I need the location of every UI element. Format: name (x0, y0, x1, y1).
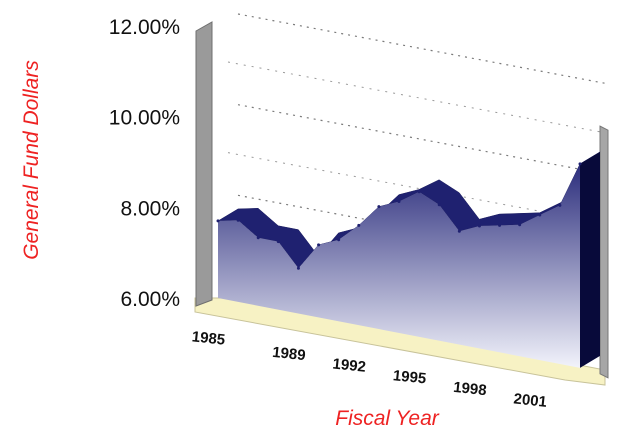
chart-walls (195, 21, 609, 379)
x-tick-label: 1992 (332, 355, 367, 375)
gridline (237, 13, 609, 85)
y-axis-ticks: 6.00% 8.00% 10.00% 12.00% (109, 16, 180, 311)
left-wall (195, 21, 213, 307)
data-point (437, 203, 441, 207)
y-tick-label: 8.00% (120, 197, 180, 220)
data-point (377, 205, 381, 209)
data-point (417, 190, 421, 194)
data-point (216, 219, 220, 223)
data-point (578, 162, 582, 166)
data-point (538, 213, 542, 217)
y-tick-label: 10.00% (109, 107, 180, 130)
data-point (256, 236, 260, 240)
data-point (518, 223, 522, 227)
y-tick-label: 6.00% (120, 288, 180, 311)
x-axis-title: Fiscal Year (335, 407, 439, 430)
gridline (227, 61, 601, 133)
right-wall (599, 125, 609, 379)
data-point (498, 223, 502, 227)
data-area-series (216, 151, 601, 368)
x-tick-label: 1995 (392, 367, 427, 387)
data-point (296, 266, 300, 270)
data-point (337, 238, 341, 242)
x-axis-ticks: 1985 1989 1992 1995 1998 2001 (191, 328, 548, 410)
y-axis-title: General Fund Dollars (20, 60, 43, 260)
x-tick-label: 1989 (271, 344, 306, 364)
area-front-face (218, 163, 580, 368)
area-end-face (580, 151, 600, 368)
data-point (317, 243, 321, 247)
x-tick-label: 2001 (513, 390, 548, 410)
data-point (558, 203, 562, 207)
x-tick-label: 1985 (191, 328, 226, 348)
data-point (397, 199, 401, 203)
data-point (357, 223, 361, 227)
y-tick-label: 12.00% (109, 16, 180, 39)
data-point (457, 229, 461, 233)
x-tick-label: 1998 (452, 379, 487, 399)
data-point (236, 218, 240, 222)
gridline (237, 104, 609, 176)
data-point (477, 224, 481, 228)
data-point (276, 240, 280, 244)
